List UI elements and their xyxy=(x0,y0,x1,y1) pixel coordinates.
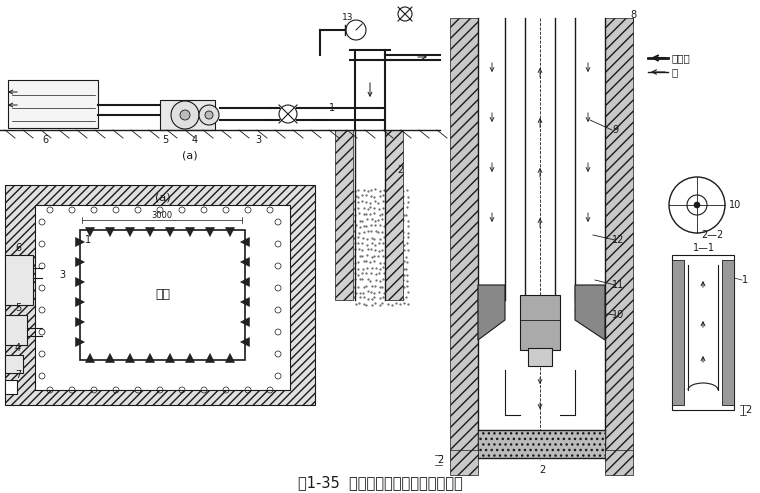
Polygon shape xyxy=(75,338,84,347)
Polygon shape xyxy=(240,317,249,326)
Circle shape xyxy=(171,101,199,129)
Text: 2: 2 xyxy=(539,465,545,475)
Polygon shape xyxy=(240,297,249,307)
Polygon shape xyxy=(185,227,195,237)
Text: 6: 6 xyxy=(42,135,48,145)
Text: 1: 1 xyxy=(329,103,335,113)
Polygon shape xyxy=(575,285,605,340)
Polygon shape xyxy=(240,257,249,267)
Polygon shape xyxy=(75,238,84,246)
Polygon shape xyxy=(85,353,94,362)
Polygon shape xyxy=(85,227,94,237)
Text: 10: 10 xyxy=(729,200,741,210)
Polygon shape xyxy=(75,297,84,307)
Polygon shape xyxy=(240,338,249,347)
Circle shape xyxy=(205,111,213,119)
Text: 3: 3 xyxy=(255,135,261,145)
Polygon shape xyxy=(240,278,249,286)
Bar xyxy=(5,355,23,373)
Polygon shape xyxy=(240,238,249,246)
Polygon shape xyxy=(226,227,235,237)
Bar xyxy=(450,18,478,458)
Text: 4: 4 xyxy=(15,343,21,353)
Polygon shape xyxy=(145,353,154,362)
Bar xyxy=(450,450,478,475)
Bar xyxy=(672,260,684,405)
Bar xyxy=(5,380,17,394)
Bar xyxy=(5,185,315,405)
Polygon shape xyxy=(106,227,115,237)
Text: 水: 水 xyxy=(672,67,678,77)
Text: (a): (a) xyxy=(182,150,198,160)
Bar xyxy=(8,80,98,128)
Text: 2—2: 2—2 xyxy=(701,230,723,240)
Text: 4: 4 xyxy=(192,135,198,145)
Bar xyxy=(5,315,27,345)
Text: 2: 2 xyxy=(437,455,443,465)
Text: 5: 5 xyxy=(162,135,168,145)
Polygon shape xyxy=(166,227,175,237)
Text: 图1-35  喷射井点设备及平面布置简图: 图1-35 喷射井点设备及平面布置简图 xyxy=(298,476,462,491)
Text: 高压水: 高压水 xyxy=(672,53,691,63)
Polygon shape xyxy=(75,317,84,326)
Bar xyxy=(605,450,633,475)
Text: 8: 8 xyxy=(630,10,636,20)
Polygon shape xyxy=(185,353,195,362)
Polygon shape xyxy=(125,353,135,362)
Polygon shape xyxy=(166,353,175,362)
Polygon shape xyxy=(125,227,135,237)
Text: 10: 10 xyxy=(612,310,624,320)
Text: 7: 7 xyxy=(15,370,21,380)
Text: 13: 13 xyxy=(342,13,353,23)
Polygon shape xyxy=(205,353,214,362)
Bar xyxy=(160,100,215,130)
Text: (a): (a) xyxy=(155,193,171,203)
Polygon shape xyxy=(145,227,154,237)
Circle shape xyxy=(180,110,190,120)
Circle shape xyxy=(694,202,700,208)
Bar xyxy=(478,430,605,458)
Polygon shape xyxy=(75,257,84,267)
Text: 1—1: 1—1 xyxy=(693,243,715,253)
Polygon shape xyxy=(226,353,235,362)
Bar xyxy=(335,130,353,300)
Bar xyxy=(605,18,633,458)
Text: 5: 5 xyxy=(15,303,21,313)
Bar xyxy=(722,260,734,405)
Text: 3000: 3000 xyxy=(151,211,173,219)
Text: 6: 6 xyxy=(15,243,21,253)
Text: 11: 11 xyxy=(612,280,624,290)
Text: 基坑: 基坑 xyxy=(156,288,170,302)
Bar xyxy=(520,295,560,350)
Circle shape xyxy=(199,105,219,125)
Text: 1: 1 xyxy=(742,275,748,285)
Bar xyxy=(35,205,290,390)
Polygon shape xyxy=(106,353,115,362)
Text: 12: 12 xyxy=(612,235,624,245)
Polygon shape xyxy=(205,227,214,237)
Bar xyxy=(5,255,33,305)
Polygon shape xyxy=(75,278,84,286)
Text: 2: 2 xyxy=(397,165,403,175)
Bar xyxy=(672,255,734,410)
Text: 1: 1 xyxy=(85,235,91,245)
Bar xyxy=(385,130,403,300)
Text: 9: 9 xyxy=(612,125,618,135)
Polygon shape xyxy=(478,285,505,340)
Bar xyxy=(80,230,245,360)
Text: 3: 3 xyxy=(59,270,65,280)
Text: 2: 2 xyxy=(745,405,751,415)
Bar xyxy=(528,348,552,366)
